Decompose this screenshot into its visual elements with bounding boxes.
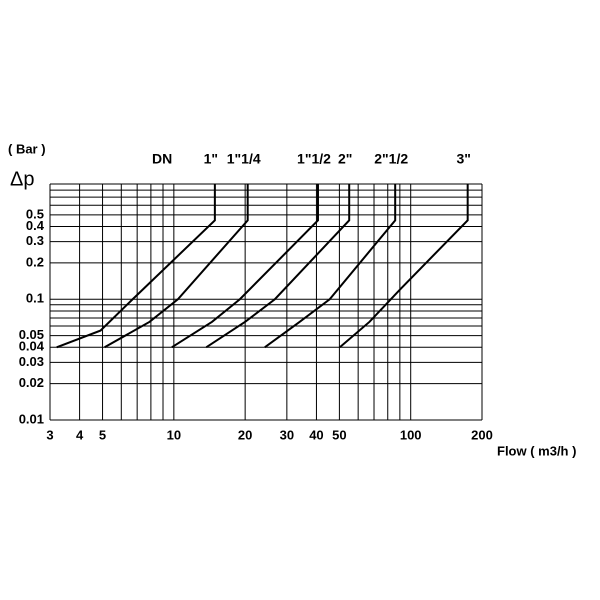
y-symbol: Δp [10,168,34,190]
y-tick-label: 0.1 [26,291,44,306]
legend-label: 2" [338,151,352,167]
y-tick-label: 0.02 [19,375,44,390]
y-tick-label: 0.05 [19,327,44,342]
x-tick-label: 5 [99,427,106,442]
x-tick-label: 40 [309,427,323,442]
legend-label: 2"1/2 [374,151,408,167]
x-label: Flow ( m3/h ) [497,443,576,458]
legend-label: 3" [456,151,470,167]
legend-title: DN [152,151,172,167]
series-line [171,184,319,349]
x-tick-label: 200 [471,427,493,442]
x-tick-label: 50 [332,427,346,442]
series-line [205,184,351,349]
series-line [264,184,397,349]
y-tick-label: 0.4 [26,218,45,233]
x-tick-label: 10 [167,427,181,442]
y-label: ( Bar ) [8,141,46,156]
legend-label: 1"1/2 [297,151,331,167]
y-tick-label: 0.03 [19,354,44,369]
y-tick-label: 0.01 [19,411,44,426]
x-tick-label: 20 [238,427,252,442]
x-tick-label: 100 [400,427,422,442]
legend-label: 1" [204,151,218,167]
y-tick-label: 0.5 [26,206,44,221]
x-tick-label: 30 [280,427,294,442]
y-tick-label: 0.3 [26,233,44,248]
y-tick-label: 0.2 [26,254,44,269]
series-line [339,184,469,349]
legend-label: 1"1/4 [227,151,261,167]
y-tick-label: 0.04 [19,339,45,354]
series-line [56,184,216,349]
series-line [104,184,249,349]
x-tick-label: 4 [76,427,84,442]
x-tick-label: 3 [46,427,53,442]
